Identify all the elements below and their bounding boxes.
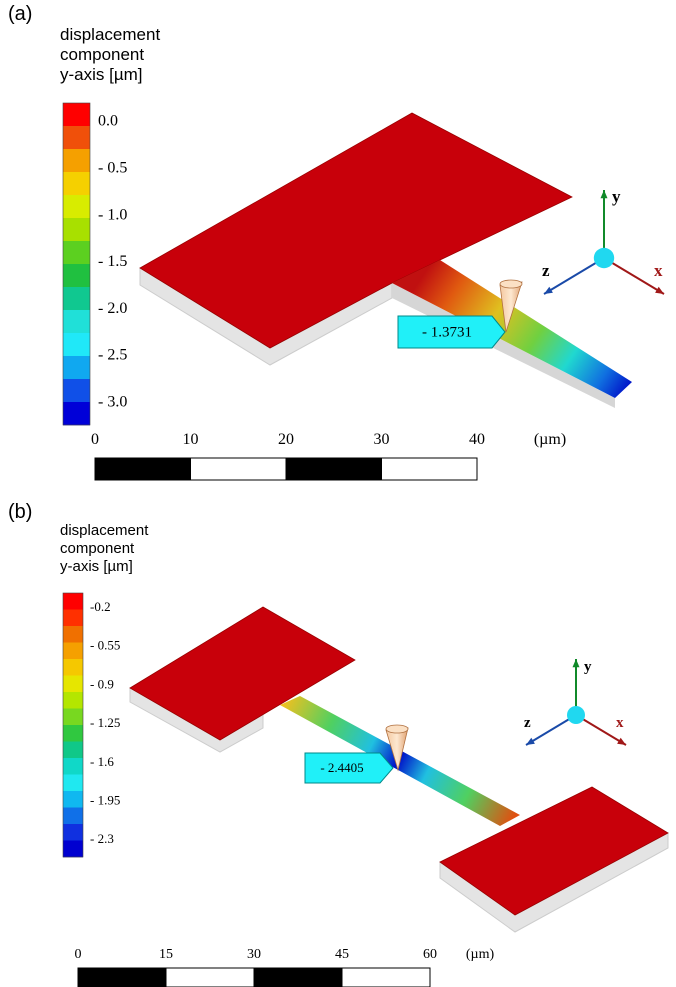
colorbar-segment — [63, 149, 90, 173]
colorbar-frame — [62, 102, 91, 426]
scale-label: 20 — [278, 431, 294, 448]
colorbar-segment — [63, 593, 83, 610]
axis-z — [543, 257, 605, 295]
colorbar-segment — [63, 287, 90, 311]
colorbar-segment — [63, 195, 90, 219]
axis-label: z — [542, 261, 550, 280]
colorbar-segment — [63, 626, 83, 643]
axis-x-head — [617, 737, 626, 745]
colorbar-segment — [63, 218, 90, 242]
colorbar-label: - 3.0 — [98, 393, 127, 410]
scale-label: 0 — [75, 947, 82, 962]
scale-label: 40 — [469, 431, 485, 448]
axis-label: y — [612, 187, 621, 206]
colorbar-segment — [63, 609, 83, 627]
scale-segment — [165, 967, 255, 987]
axis-y-head — [572, 659, 580, 668]
colorbar-label: - 2.0 — [98, 300, 127, 317]
axis-origin — [567, 706, 585, 724]
colorbar-label: - 2.5 — [98, 347, 127, 364]
model-b — [129, 606, 669, 933]
colorbar-frame — [62, 592, 84, 858]
axis-z-head — [526, 737, 535, 745]
probe-value: - 2.4405 — [320, 760, 363, 775]
scale-segment — [381, 457, 478, 481]
legend-title: y-axis [µm] — [60, 65, 143, 84]
colorbar-label: - 0.55 — [90, 638, 120, 653]
axis-label: x — [616, 715, 624, 731]
axis-y-head — [600, 190, 608, 199]
scale-segment — [285, 457, 382, 481]
colorbar-segment — [63, 642, 83, 660]
axis-z-head — [544, 286, 553, 294]
colorbar-segment — [63, 791, 83, 808]
scale-unit: (µm) — [534, 431, 566, 448]
legend-title: y-axis [µm] — [60, 558, 133, 575]
legend-title: component — [60, 540, 135, 557]
axis-x — [575, 714, 627, 746]
colorbar-label: - 0.5 — [98, 159, 127, 176]
colorbar-segment — [63, 264, 90, 288]
axis-x-head — [655, 286, 664, 294]
scale-unit: (µm) — [466, 947, 495, 962]
axis-label: x — [654, 261, 663, 280]
colorbar-segment — [63, 356, 90, 380]
colorbar-segment — [63, 402, 90, 426]
colorbar-segment — [63, 824, 83, 841]
colorbar-label: - 1.95 — [90, 792, 120, 807]
colorbar-label: - 1.5 — [98, 253, 127, 270]
scale-label: 10 — [183, 431, 199, 448]
scale-segment — [94, 457, 191, 481]
scale-label: 45 — [335, 947, 349, 962]
probe-value: - 1.3731 — [422, 324, 472, 340]
colorbar-label: 0.0 — [98, 113, 118, 130]
colorbar-label: -0.2 — [90, 599, 111, 614]
scale-label: 30 — [247, 947, 261, 962]
scale-label: 60 — [423, 947, 437, 962]
colorbar-label: - 1.0 — [98, 206, 127, 223]
panel-label: (a) — [8, 3, 32, 25]
legend-title: component — [60, 45, 144, 64]
axis-z — [525, 714, 577, 746]
colorbar-segment — [63, 758, 83, 775]
scale-segment — [190, 457, 287, 481]
colorbar-label: - 2.3 — [90, 831, 114, 846]
colorbar-segment — [63, 333, 90, 357]
scale-segment — [77, 967, 167, 987]
legend-title: displacement — [60, 522, 149, 539]
scale-label: 15 — [159, 947, 173, 962]
colorbar-segment — [63, 692, 83, 709]
colorbar-segment — [63, 126, 90, 150]
model-a — [139, 112, 632, 408]
scale-segment — [253, 967, 343, 987]
axis-origin — [593, 247, 615, 269]
colorbar-segment — [63, 241, 90, 265]
axis-label: z — [524, 715, 531, 731]
colorbar-segment — [63, 774, 83, 792]
axis-label: y — [584, 659, 592, 675]
colorbar-segment — [63, 840, 83, 858]
colorbar-segment — [63, 659, 83, 676]
colorbar-segment — [63, 741, 83, 759]
colorbar-segment — [63, 708, 83, 726]
colorbar-segment — [63, 310, 90, 334]
legend-title: displacement — [60, 25, 160, 44]
colorbar-segment — [63, 172, 90, 196]
colorbar-label: - 0.9 — [90, 676, 114, 691]
panel-label: (b) — [8, 501, 32, 523]
colorbar-label: - 1.6 — [90, 754, 114, 769]
colorbar-segment — [63, 807, 83, 825]
scale-segment — [341, 967, 431, 987]
scale-label: 0 — [91, 431, 99, 448]
colorbar-segment — [63, 675, 83, 693]
axis-x — [603, 257, 665, 295]
colorbar-segment — [63, 379, 90, 403]
scale-label: 30 — [374, 431, 390, 448]
colorbar-segment — [63, 725, 83, 742]
colorbar-label: - 1.25 — [90, 715, 120, 730]
colorbar-segment — [63, 103, 90, 127]
